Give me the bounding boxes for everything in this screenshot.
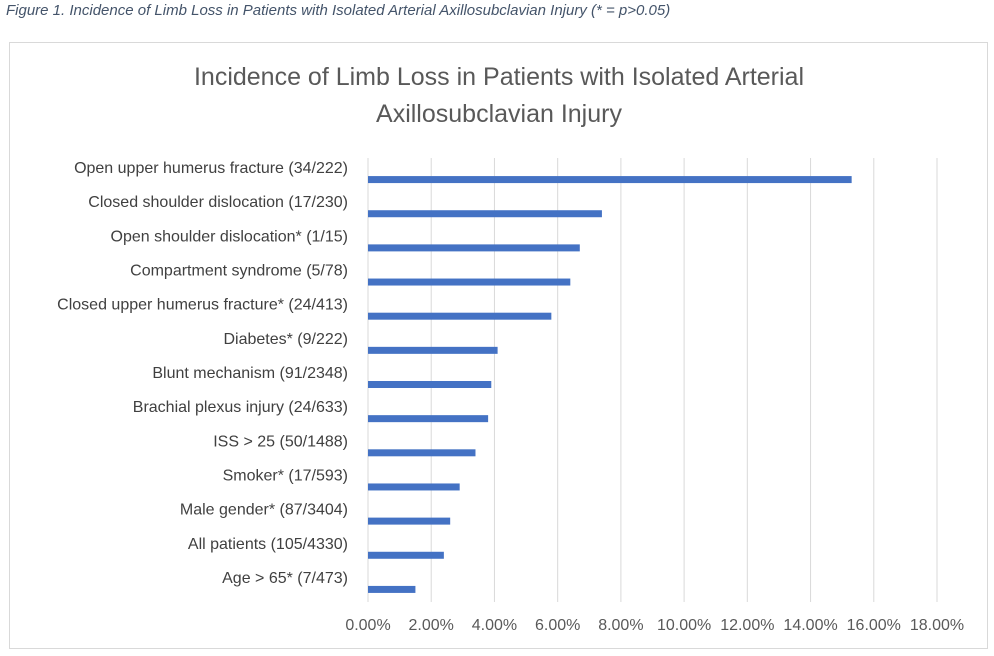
bar xyxy=(368,551,444,559)
bar xyxy=(368,346,498,354)
bar xyxy=(368,517,451,525)
bar xyxy=(368,585,416,593)
category-labels: Open upper humerus fracture (34/222) Clos… xyxy=(57,160,348,587)
category-label: Closed upper humerus fracture* (24/413) xyxy=(57,297,348,314)
category-label: Open shoulder dislocation* (1/15) xyxy=(111,228,348,245)
x-axis-tick-labels: 0.00% 2.00% 4.00% 6.00% 8.00% 10.00% 12.00% 14.… xyxy=(345,617,964,634)
chart-frame xyxy=(9,42,988,649)
bar xyxy=(368,176,852,184)
chart-title-line-2: Axillosubclavian Injury xyxy=(376,100,622,128)
x-tick-label: 4.00% xyxy=(472,617,517,634)
category-label: All patients (105/4330) xyxy=(188,536,348,553)
chart-title-line-1: Incidence of Limb Loss in Patients with … xyxy=(194,63,804,91)
x-tick-label: 8.00% xyxy=(598,617,643,634)
x-tick-label: 12.00% xyxy=(720,617,774,634)
bar xyxy=(368,278,571,286)
bar xyxy=(368,312,552,320)
bar xyxy=(368,449,476,457)
category-label: Male gender* (87/3404) xyxy=(180,502,348,519)
bars xyxy=(368,176,852,593)
bar xyxy=(368,415,489,423)
category-label: Closed shoulder dislocation (17/230) xyxy=(88,194,348,211)
x-tick-label: 0.00% xyxy=(345,617,390,634)
x-tick-label: 10.00% xyxy=(657,617,711,634)
x-tick-label: 16.00% xyxy=(847,617,901,634)
figure-caption: Figure 1. Incidence of Limb Loss in Pati… xyxy=(6,2,671,19)
category-label: Brachial plexus injury (24/633) xyxy=(133,399,348,416)
category-label: Age > 65* (7/473) xyxy=(222,570,348,587)
category-label: Compartment syndrome (5/78) xyxy=(130,263,348,280)
bar xyxy=(368,210,602,218)
bar xyxy=(368,483,460,491)
x-tick-label: 18.00% xyxy=(910,617,964,634)
bar xyxy=(368,244,580,252)
bar xyxy=(368,381,492,388)
category-label: ISS > 25 (50/1488) xyxy=(213,433,348,450)
x-tick-label: 2.00% xyxy=(409,617,454,634)
category-label: Smoker* (17/593) xyxy=(223,467,348,484)
category-label: Diabetes* (9/222) xyxy=(223,331,348,348)
category-label: Open upper humerus fracture (34/222) xyxy=(74,160,348,177)
gridlines xyxy=(367,158,938,602)
x-tick-label: 14.00% xyxy=(783,617,837,634)
x-tick-label: 6.00% xyxy=(535,617,580,634)
category-label: Blunt mechanism (91/2348) xyxy=(152,365,348,382)
